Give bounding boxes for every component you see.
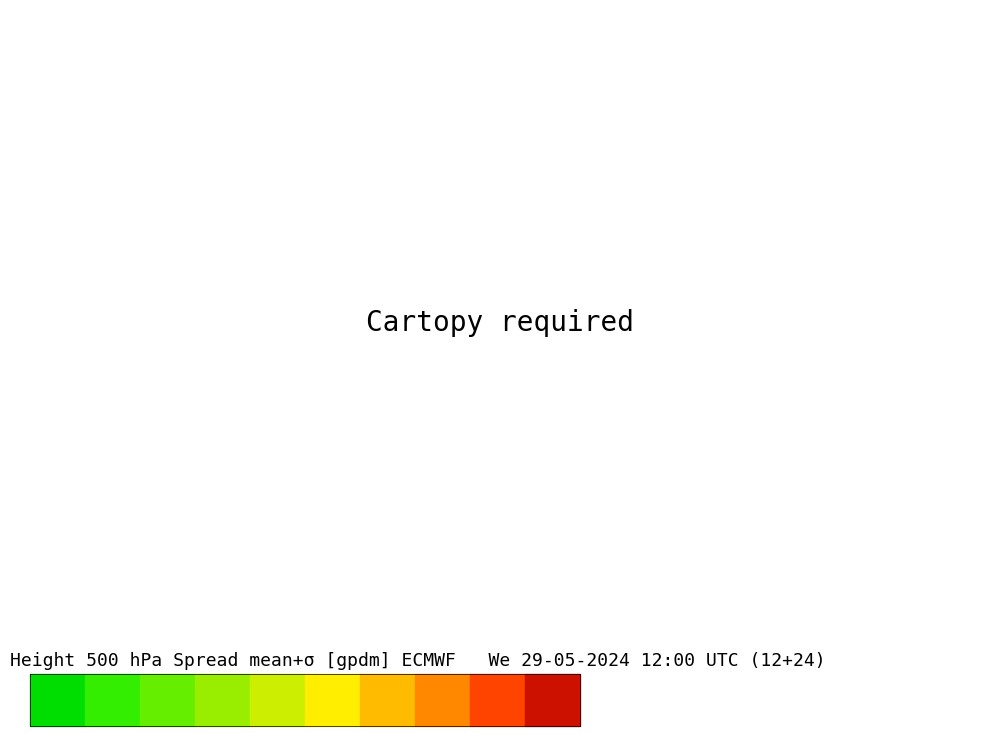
Text: Cartopy required: Cartopy required bbox=[366, 309, 634, 336]
Bar bbox=[525, 674, 580, 726]
Bar bbox=[305, 674, 360, 726]
Bar bbox=[140, 674, 195, 726]
Bar bbox=[415, 674, 470, 726]
Text: Height 500 hPa Spread mean+σ [gpdm] ECMWF   We 29-05-2024 12:00 UTC (12+24): Height 500 hPa Spread mean+σ [gpdm] ECMW… bbox=[10, 652, 826, 670]
Bar bbox=[360, 674, 415, 726]
Bar bbox=[250, 674, 305, 726]
Bar bbox=[195, 674, 250, 726]
Bar bbox=[85, 674, 140, 726]
Bar bbox=[30, 674, 85, 726]
Bar bbox=[470, 674, 525, 726]
